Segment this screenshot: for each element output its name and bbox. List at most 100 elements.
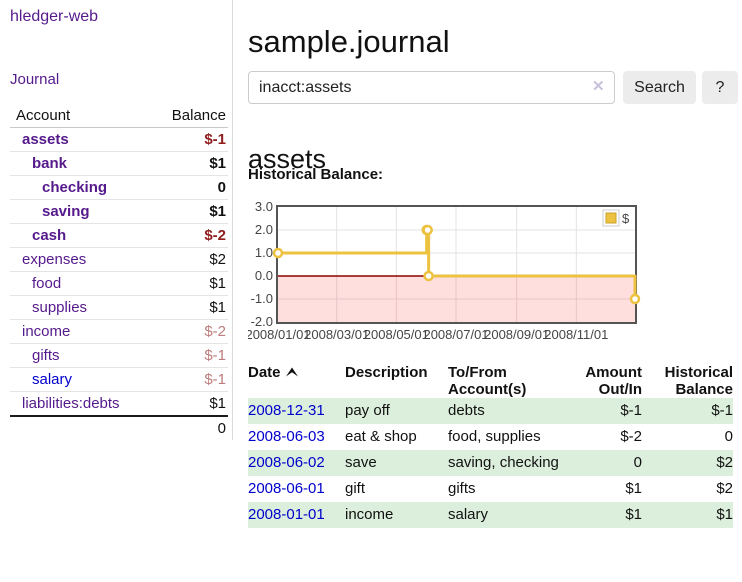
- account-link[interactable]: expenses: [22, 251, 87, 268]
- caret-up-icon: [285, 367, 298, 377]
- register-table: Date Description To/From Account(s) Amou…: [248, 364, 733, 528]
- page-title: sample.journal: [248, 23, 450, 59]
- search-button[interactable]: Search: [623, 71, 696, 104]
- transaction-description: save: [345, 450, 448, 476]
- account-balance: $2: [209, 251, 226, 268]
- account-link[interactable]: saving: [42, 203, 90, 220]
- account-row: expenses $2: [10, 248, 228, 272]
- transaction-amount: $1: [625, 480, 642, 497]
- search-input[interactable]: [248, 71, 615, 104]
- svg-text:-1.0: -1.0: [251, 291, 273, 306]
- account-link[interactable]: cash: [32, 227, 67, 244]
- register-header-account: To/From Account(s): [448, 364, 527, 398]
- transaction-accounts: saving, checking: [448, 450, 560, 476]
- account-balance: 0: [217, 179, 226, 196]
- svg-text:2008/05/01: 2008/05/01: [364, 327, 429, 342]
- transaction-description: pay off: [345, 398, 448, 424]
- transaction-date-link[interactable]: 2008-06-01: [248, 480, 325, 497]
- account-balance: $1: [209, 299, 226, 316]
- transaction-description: eat & shop: [345, 428, 417, 445]
- transaction-description: income: [345, 502, 448, 528]
- account-link[interactable]: bank: [32, 155, 68, 172]
- clear-search-icon[interactable]: ✕: [592, 78, 605, 95]
- account-heading: assets: [248, 144, 327, 175]
- transaction-description: gift: [345, 480, 366, 497]
- account-link[interactable]: supplies: [32, 299, 88, 316]
- register-header-row: Date Description To/From Account(s) Amou…: [248, 364, 733, 398]
- account-link[interactable]: liabilities:debts: [22, 395, 120, 412]
- accounts-header-account: Account: [16, 107, 71, 124]
- transaction-balance: $1: [642, 502, 733, 528]
- svg-text:-2.0: -2.0: [251, 314, 273, 329]
- account-link[interactable]: income: [22, 323, 71, 340]
- account-row: income $-2: [10, 320, 228, 344]
- register-row: 2008-01-01 income salary $1 $1: [248, 502, 733, 528]
- transaction-amount: $-2: [620, 428, 642, 445]
- transaction-date-link[interactable]: 2008-06-03: [248, 428, 325, 445]
- transaction-accounts: food, supplies: [448, 428, 541, 445]
- account-link[interactable]: gifts: [32, 347, 60, 364]
- accounts-total-row: 0: [10, 417, 228, 440]
- account-link[interactable]: food: [32, 275, 62, 292]
- svg-text:3.0: 3.0: [255, 200, 273, 214]
- transaction-amount: $1: [560, 502, 642, 528]
- account-row: saving $1: [10, 200, 228, 224]
- account-balance: $1: [209, 155, 226, 172]
- transaction-balance: $-1: [642, 398, 733, 424]
- register-row: 2008-06-02 save saving, checking 0 $2: [248, 450, 733, 476]
- account-link[interactable]: assets: [22, 131, 69, 148]
- svg-text:2008/03/01: 2008/03/01: [304, 327, 369, 342]
- account-row: food $1: [10, 272, 228, 296]
- accounts-table: Account Balance assets $-1 bank $1 check…: [10, 104, 228, 440]
- transaction-accounts: gifts: [448, 480, 476, 497]
- svg-text:2008/07/01: 2008/07/01: [423, 327, 488, 342]
- account-row: salary $-1: [10, 368, 228, 392]
- account-row: supplies $1: [10, 296, 228, 320]
- register-row: 2008-06-01 gift gifts $1 $2: [248, 476, 733, 502]
- account-balance: $-1: [204, 131, 226, 148]
- transaction-balance: $2: [716, 480, 733, 497]
- account-row: checking 0: [10, 176, 228, 200]
- transaction-balance: $2: [642, 450, 733, 476]
- transaction-date-link[interactable]: 2008-06-02: [248, 454, 325, 471]
- svg-text:2008/09/01: 2008/09/01: [484, 327, 549, 342]
- register-header-amount: Amount Out/In: [585, 364, 642, 398]
- account-link[interactable]: checking: [42, 179, 108, 196]
- register-header-date[interactable]: Date: [248, 364, 345, 398]
- accounts-table-header: Account Balance: [10, 104, 228, 128]
- account-balance: $-1: [204, 347, 226, 364]
- svg-text:2008/01/01: 2008/01/01: [248, 327, 311, 342]
- svg-text:$: $: [622, 211, 630, 226]
- account-balance: $-1: [204, 371, 226, 388]
- account-row: liabilities:debts $1: [10, 392, 228, 417]
- register-row: 2008-12-31 pay off debts $-1 $-1: [248, 398, 733, 424]
- transaction-date-link[interactable]: 2008-01-01: [248, 506, 325, 523]
- account-link[interactable]: salary: [32, 371, 73, 388]
- register-header-description: Description: [345, 364, 428, 381]
- transaction-accounts: debts: [448, 398, 560, 424]
- account-row: cash $-2: [10, 224, 228, 248]
- accounts-total-value: 0: [217, 420, 226, 437]
- help-button[interactable]: ?: [702, 71, 738, 104]
- account-balance: $1: [209, 203, 226, 220]
- account-balance: $1: [209, 275, 226, 292]
- accounts-header-balance: Balance: [171, 107, 226, 124]
- historical-balance-chart: 3.0 2.0 1.0 0.0 -1.0 -2.02008/01/012008/03/01…: [248, 200, 641, 342]
- chart-title: Historical Balance:: [248, 166, 384, 183]
- account-balance: $-2: [204, 227, 226, 244]
- account-row: bank $1: [10, 152, 228, 176]
- svg-text:2008/11/01: 2008/11/01: [544, 327, 608, 342]
- register-header-balance: Historical Balance: [664, 364, 733, 398]
- transaction-amount: 0: [560, 450, 642, 476]
- main-content: sample.journal ✕ Search ? assets Histori…: [248, 0, 742, 582]
- transaction-date-link[interactable]: 2008-12-31: [248, 402, 325, 419]
- sidebar: hledger-web Journal Account Balance asse…: [0, 0, 233, 440]
- account-row: assets $-1: [10, 128, 228, 152]
- register-row: 2008-06-03 eat & shop food, supplies $-2…: [248, 424, 733, 450]
- svg-text:1.0: 1.0: [255, 245, 273, 260]
- brand-link[interactable]: hledger-web: [10, 8, 99, 25]
- search-bar: ✕ Search ?: [248, 71, 742, 104]
- account-row: gifts $-1: [10, 344, 228, 368]
- sidebar-item-journal[interactable]: Journal: [10, 71, 60, 88]
- svg-text:2.0: 2.0: [255, 222, 273, 237]
